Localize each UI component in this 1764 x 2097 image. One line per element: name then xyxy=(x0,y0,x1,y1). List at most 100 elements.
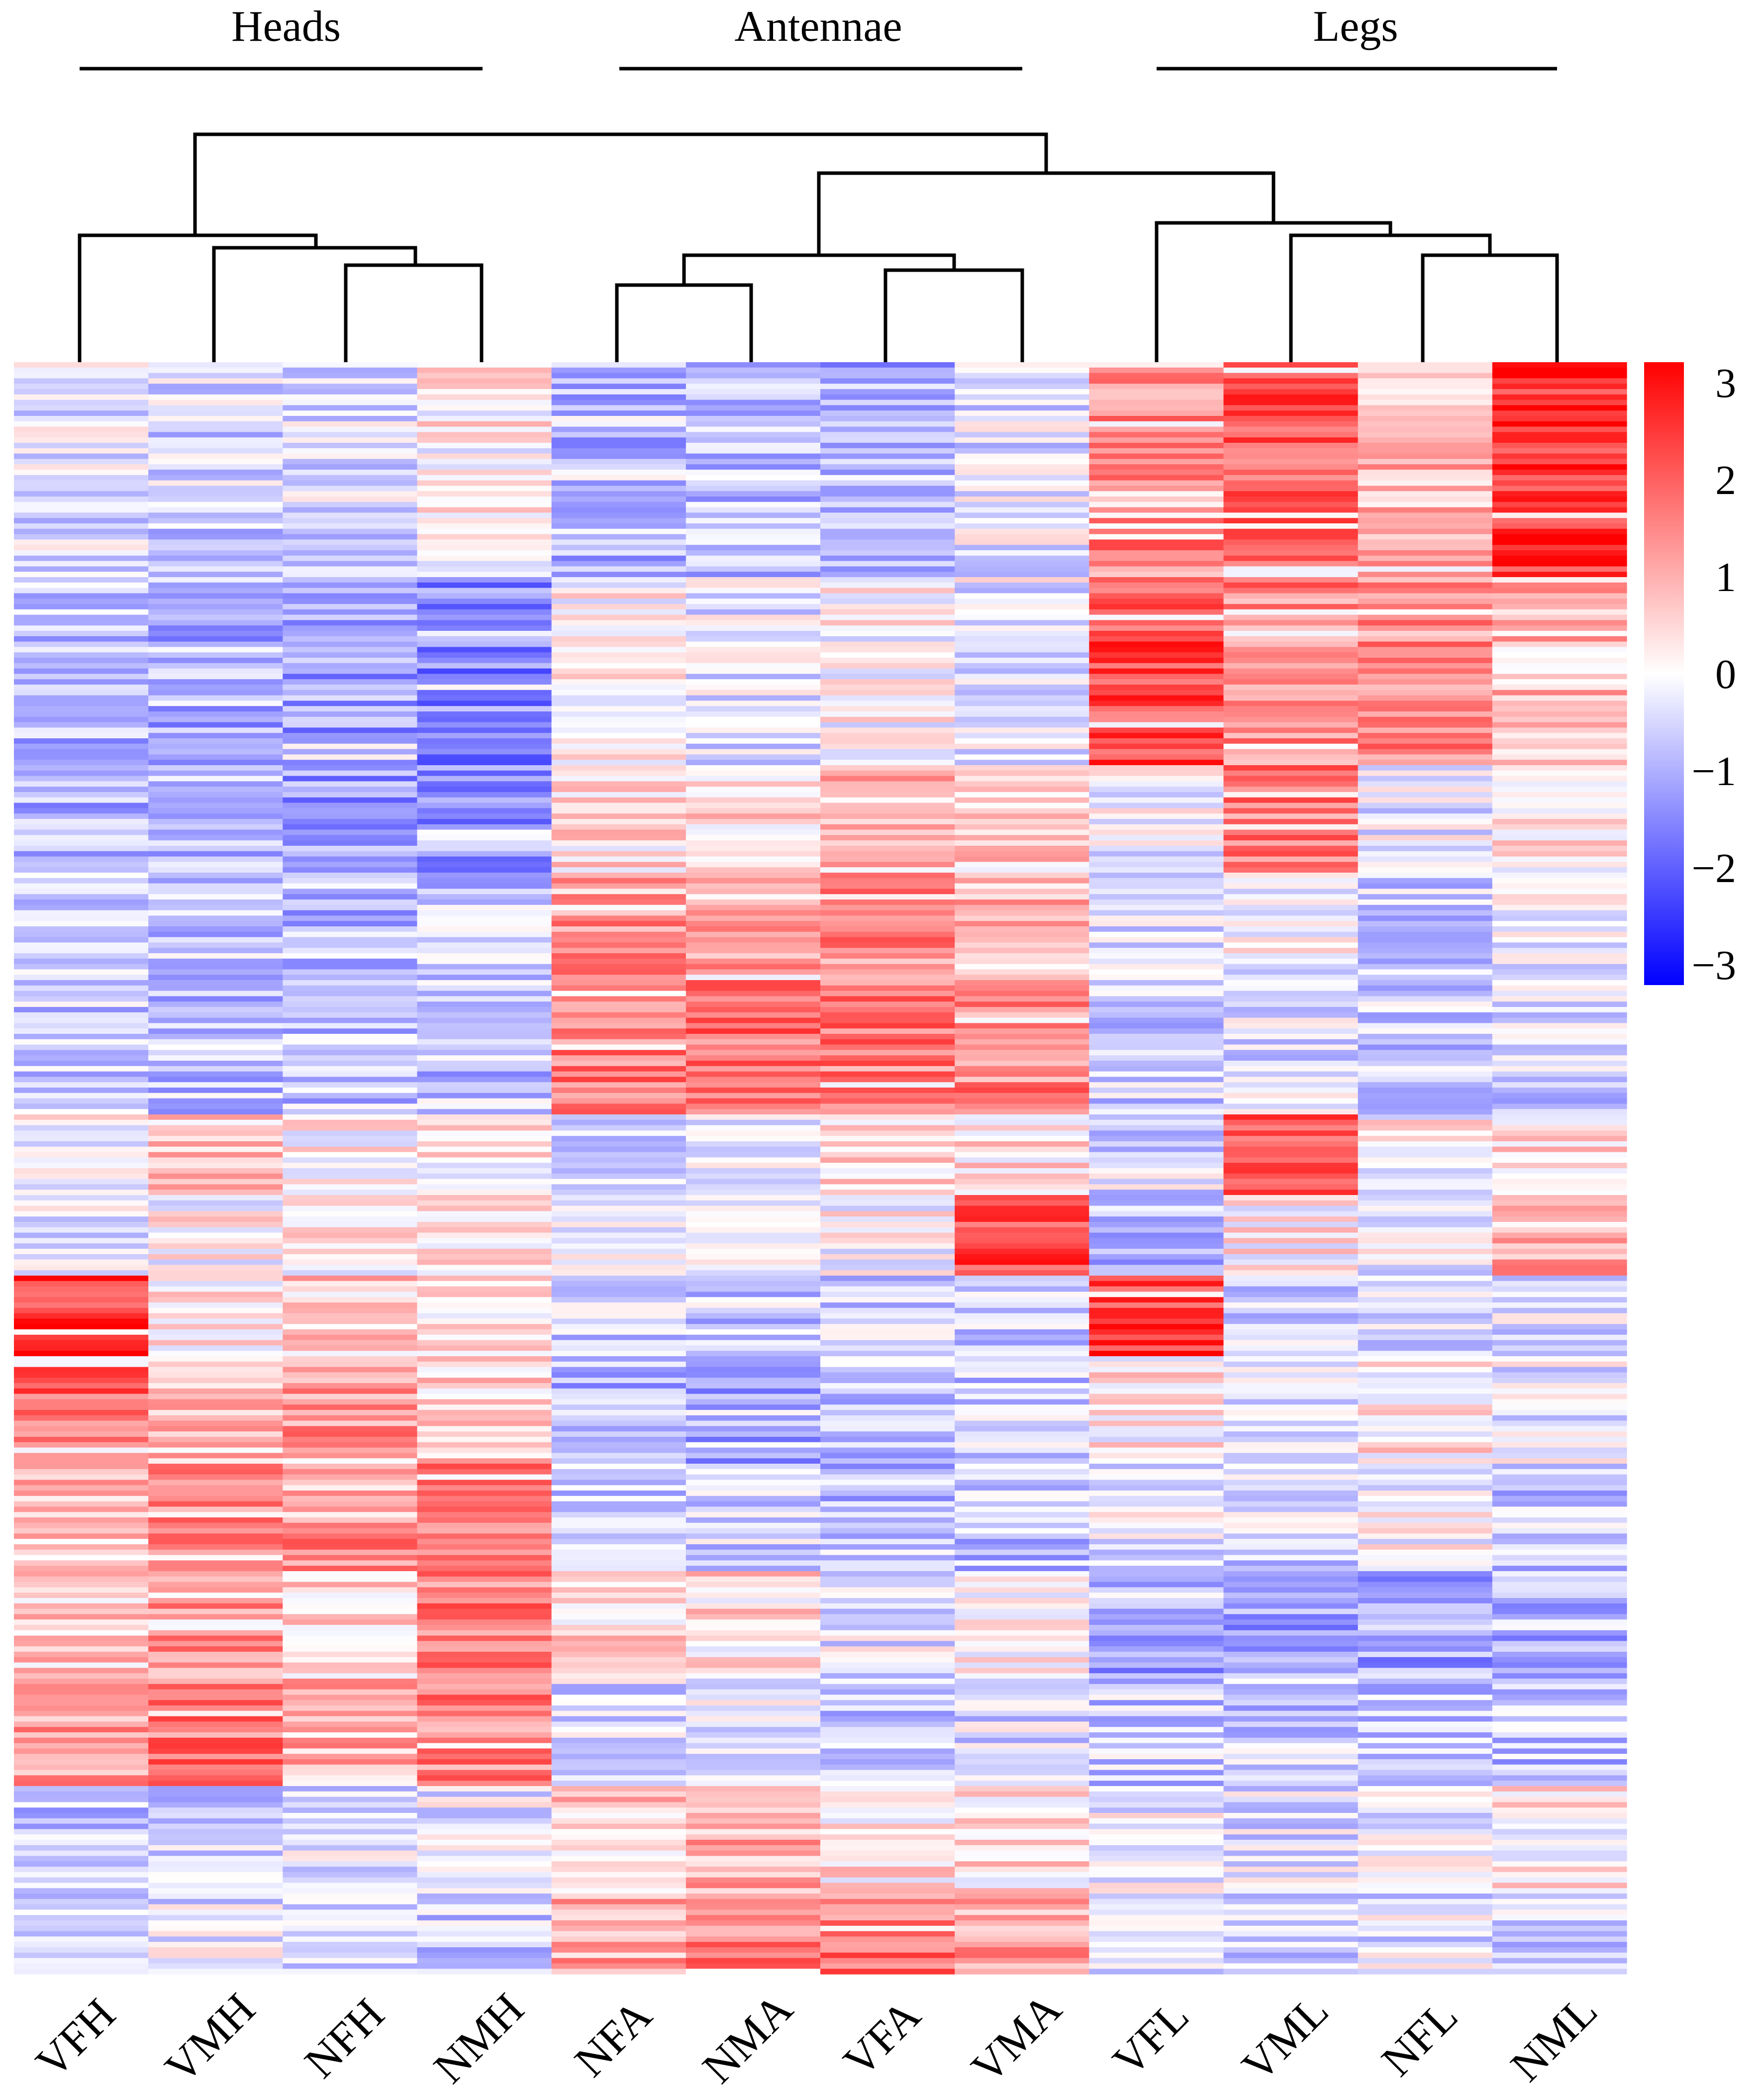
heatmap-cell xyxy=(283,1668,418,1674)
heatmap-cell xyxy=(283,1184,418,1190)
heatmap-cell xyxy=(820,1770,955,1776)
heatmap-cell xyxy=(1089,614,1224,620)
heatmap-cell xyxy=(820,555,955,562)
heatmap-cell xyxy=(1492,1093,1627,1099)
heatmap-cell xyxy=(686,620,821,626)
heatmap-cell xyxy=(1089,1963,1224,1969)
heatmap-cell xyxy=(686,1307,821,1314)
heatmap-cell xyxy=(955,1582,1089,1588)
heatmap-cell xyxy=(955,1437,1089,1443)
heatmap-cell xyxy=(14,1297,149,1303)
heatmap-cell xyxy=(1089,1039,1224,1045)
heatmap-cell xyxy=(1358,1254,1493,1260)
heatmap-cell xyxy=(1492,1232,1627,1238)
heatmap-cell xyxy=(820,539,955,545)
heatmap-cell xyxy=(1223,555,1359,562)
heatmap-cell xyxy=(820,921,955,927)
heatmap-cell xyxy=(14,528,149,535)
heatmap-cell xyxy=(686,421,821,427)
heatmap-cell xyxy=(283,1872,418,1878)
heatmap-cell xyxy=(417,1205,552,1211)
heatmap-cell xyxy=(14,765,149,771)
heatmap-cell xyxy=(283,1276,418,1282)
heatmap-cell xyxy=(1358,1077,1493,1083)
heatmap-cell xyxy=(1089,528,1224,535)
heatmap-cell xyxy=(148,1942,283,1948)
heatmap-cell xyxy=(1358,1039,1493,1045)
heatmap-cell xyxy=(148,1673,283,1679)
heatmap-cell xyxy=(686,889,821,895)
heatmap-cell xyxy=(1089,1292,1224,1298)
heatmap-cell xyxy=(1358,501,1493,508)
heatmap-cell xyxy=(1358,1952,1493,1959)
heatmap-cell xyxy=(283,1061,418,1067)
heatmap-cell xyxy=(1492,1673,1627,1679)
heatmap-cell xyxy=(1223,501,1359,508)
heatmap-cell xyxy=(1492,373,1627,379)
heatmap-cell xyxy=(686,1302,821,1308)
heatmap-cell xyxy=(283,1469,418,1475)
heatmap-cell xyxy=(14,787,149,793)
heatmap-cell xyxy=(148,1243,283,1249)
heatmap-cell xyxy=(551,1560,686,1566)
heatmap-cell xyxy=(551,1485,686,1491)
heatmap-cell xyxy=(1358,1050,1493,1056)
heatmap-cell xyxy=(955,829,1089,835)
heatmap-cell xyxy=(148,1302,283,1308)
heatmap-cell xyxy=(148,802,283,808)
heatmap-cell xyxy=(955,862,1089,868)
heatmap-cell xyxy=(551,1877,686,1883)
heatmap-cell xyxy=(1223,1109,1359,1115)
column-label-nfh: NFH xyxy=(295,1989,393,2087)
heatmap-cell xyxy=(1089,572,1224,578)
heatmap-cell xyxy=(1223,1469,1359,1475)
heatmap-cell xyxy=(820,685,955,691)
heatmap-cell xyxy=(955,399,1089,405)
heatmap-cell xyxy=(686,1657,821,1663)
heatmap-cell xyxy=(417,781,552,787)
heatmap-cell xyxy=(955,1324,1089,1330)
heatmap-cell xyxy=(283,1388,418,1395)
heatmap-cell xyxy=(283,1480,418,1486)
heatmap-cell xyxy=(955,1496,1089,1502)
heatmap-cell xyxy=(1358,1442,1493,1448)
heatmap-cell xyxy=(551,1646,686,1652)
heatmap-cell xyxy=(14,1969,149,1975)
heatmap-cell xyxy=(148,1802,283,1808)
heatmap-cell xyxy=(1223,1318,1359,1324)
heatmap-cell xyxy=(551,894,686,900)
heatmap-cell xyxy=(1223,432,1359,438)
heatmap-cell xyxy=(955,1861,1089,1867)
heatmap-cell xyxy=(1223,1302,1359,1308)
heatmap-cell xyxy=(1492,1737,1627,1744)
heatmap-cell xyxy=(1089,1324,1224,1330)
heatmap-cell xyxy=(14,926,149,932)
heatmap-cell xyxy=(14,856,149,862)
heatmap-cell xyxy=(417,1898,552,1905)
heatmap-cell xyxy=(1358,1017,1493,1023)
heatmap-cell xyxy=(1223,716,1359,723)
heatmap-cell xyxy=(148,1635,283,1641)
heatmap-cell xyxy=(820,647,955,653)
heatmap-cell xyxy=(1358,1501,1493,1507)
heatmap-cell xyxy=(686,1168,821,1174)
heatmap-cell xyxy=(551,545,686,551)
heatmap-cell xyxy=(148,711,283,717)
heatmap-cell xyxy=(551,1754,686,1760)
heatmap-cell xyxy=(1358,1190,1493,1196)
heatmap-cell xyxy=(1358,1909,1493,1915)
heatmap-cell xyxy=(1089,1437,1224,1443)
heatmap-cell xyxy=(1492,674,1627,680)
heatmap-cell xyxy=(955,384,1089,390)
heatmap-cell xyxy=(1358,1867,1493,1873)
heatmap-cell xyxy=(551,1307,686,1314)
heatmap-cell xyxy=(1492,1351,1627,1357)
heatmap-cell xyxy=(417,1281,552,1287)
heatmap-cell xyxy=(1223,1044,1359,1050)
heatmap-cell xyxy=(551,770,686,777)
heatmap-cell xyxy=(417,512,552,518)
heatmap-cell xyxy=(283,1232,418,1238)
heatmap-cell xyxy=(1089,1491,1224,1497)
heatmap-cell xyxy=(955,486,1089,492)
heatmap-cell xyxy=(1089,674,1224,680)
